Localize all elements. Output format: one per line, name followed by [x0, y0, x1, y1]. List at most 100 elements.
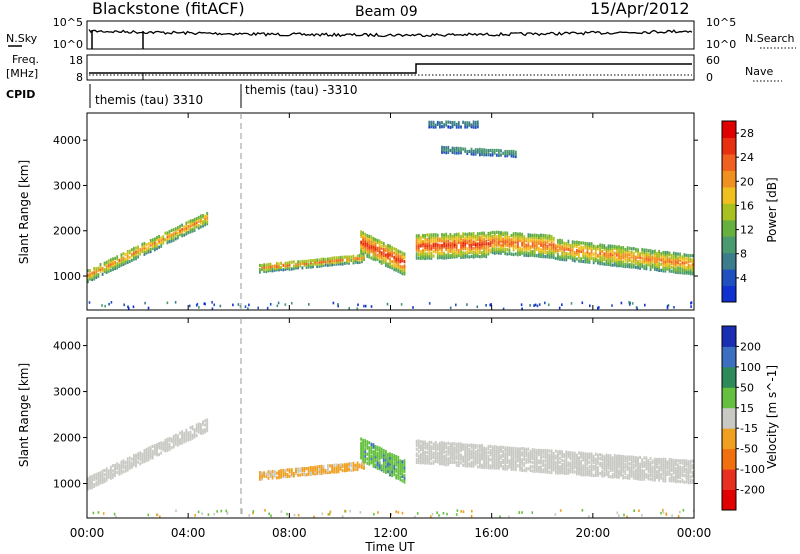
echo-cell	[131, 258, 133, 262]
echo-cell	[533, 452, 536, 456]
echo-cell	[603, 256, 606, 260]
echo-cell	[544, 470, 547, 474]
echo-cell	[420, 456, 422, 460]
echo-cell	[436, 233, 439, 237]
echo-cell	[113, 512, 116, 516]
echo-cell	[366, 446, 369, 450]
echo-cell	[550, 240, 553, 244]
echo-cell	[472, 443, 475, 447]
echo-cell	[603, 262, 606, 266]
echo-cell	[284, 469, 287, 473]
echo-cell	[362, 238, 364, 242]
echo-cell	[637, 468, 639, 472]
echo-cell	[434, 246, 437, 250]
echo-cell	[170, 237, 173, 241]
echo-cell	[428, 254, 431, 258]
echo-cell	[193, 226, 196, 230]
echo-cell	[483, 463, 485, 468]
echo-cell	[508, 152, 511, 156]
echo-cell	[635, 259, 637, 263]
echo-cell	[387, 452, 389, 456]
echo-cell	[498, 230, 500, 234]
echo-cell	[554, 449, 557, 453]
echo-cell	[592, 252, 595, 256]
echo-cell	[380, 466, 383, 470]
echo-cell	[318, 469, 321, 473]
echo-cell	[502, 460, 504, 464]
echo-cell	[149, 456, 152, 460]
echo-cell	[616, 456, 618, 460]
echo-cell	[335, 258, 338, 262]
echo-cell	[628, 457, 631, 461]
echo-cell	[346, 257, 348, 261]
echo-cell	[247, 307, 249, 310]
echo-cell	[385, 261, 387, 265]
echo-cell	[654, 260, 656, 264]
echo-cell	[168, 232, 171, 236]
echo-cell	[645, 252, 648, 257]
echo-cell	[453, 236, 456, 240]
echo-cell	[364, 444, 367, 448]
echo-cell	[618, 245, 620, 249]
echo-cell	[632, 458, 635, 462]
echo-cell	[472, 252, 475, 257]
echo-cell	[651, 255, 654, 259]
echo-cell	[529, 245, 532, 249]
echo-cell	[571, 240, 574, 244]
echo-cell	[683, 465, 686, 469]
echo-cell	[565, 452, 568, 456]
echo-cell	[466, 445, 469, 449]
echo-cell	[635, 464, 637, 468]
echo-cell	[603, 257, 606, 262]
echo-cell	[122, 459, 125, 463]
echo-cell	[151, 453, 154, 457]
echo-cell	[573, 466, 576, 470]
echo-cell	[679, 269, 681, 273]
echo-cell	[206, 216, 209, 220]
echo-cell	[672, 258, 675, 262]
echo-cell	[341, 255, 344, 259]
echo-cell	[639, 252, 641, 256]
echo-cell	[154, 243, 156, 247]
echo-cell	[512, 463, 515, 467]
echo-cell	[403, 252, 406, 256]
echo-cell	[613, 251, 616, 255]
echo-cell	[91, 277, 93, 282]
echo-cell	[675, 258, 677, 262]
echo-cell	[487, 149, 490, 153]
echo-cell	[103, 479, 106, 483]
echo-cell	[597, 469, 599, 474]
echo-cell	[576, 457, 578, 461]
echo-cell	[510, 467, 513, 471]
echo-cell	[629, 301, 631, 305]
echo-cell	[322, 465, 325, 469]
echo-cell	[189, 426, 192, 430]
echo-cell	[160, 238, 163, 242]
echo-cell	[586, 248, 589, 252]
echo-cell	[664, 269, 667, 273]
echo-cell	[512, 465, 515, 469]
echo-cell	[493, 251, 496, 255]
echo-cell	[436, 453, 439, 457]
echo-cell	[430, 237, 433, 241]
echo-cell	[672, 251, 675, 255]
echo-cell	[637, 473, 639, 477]
echo-cell	[506, 456, 509, 461]
echo-cell	[546, 240, 549, 244]
echo-cell	[495, 240, 498, 244]
echo-cell	[523, 456, 526, 460]
echo-cell	[493, 455, 496, 459]
echo-cell	[637, 460, 639, 464]
echo-cell	[691, 272, 694, 276]
echo-cell	[362, 239, 364, 243]
echo-cell	[206, 222, 209, 226]
echo-cell	[519, 461, 521, 466]
echo-cell	[455, 513, 458, 516]
echo-cell	[550, 238, 553, 242]
echo-cell	[445, 120, 448, 124]
echo-cell	[599, 457, 601, 461]
echo-cell	[483, 448, 485, 453]
echo-cell	[601, 249, 604, 254]
echo-cell	[391, 248, 393, 252]
echo-cell	[278, 268, 280, 272]
